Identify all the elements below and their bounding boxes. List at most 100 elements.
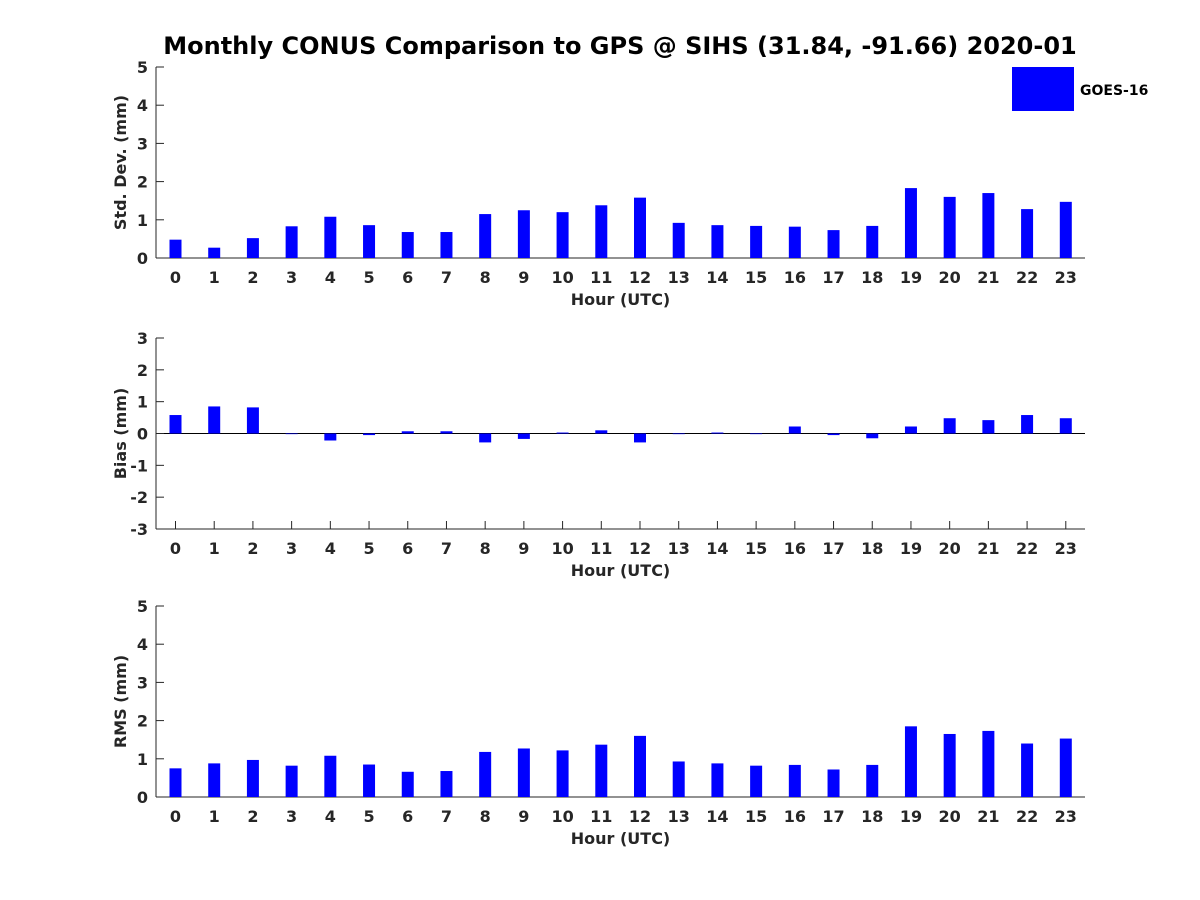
bias-x-tick-label: 10: [551, 539, 573, 558]
rms-y-axis-label: RMS (mm): [111, 655, 130, 748]
rms-x-tick-label: 5: [363, 807, 374, 826]
std-dev-bar-hour-1: [208, 247, 221, 258]
std-dev-x-tick-label: 16: [784, 268, 806, 287]
rms-bar-hour-3: [285, 765, 298, 797]
std-dev-x-tick-label: 8: [480, 268, 491, 287]
rms-x-tick-label: 14: [706, 807, 728, 826]
rms-x-tick-label: 12: [629, 807, 651, 826]
bias-bar-hour-7: [440, 431, 453, 434]
bias-x-tick-label: 7: [441, 539, 452, 558]
rms-y-tick-label: 2: [137, 712, 148, 731]
std-dev-x-tick-label: 7: [441, 268, 452, 287]
rms-x-tick-label: 21: [977, 807, 999, 826]
std-dev-x-tick-label: 23: [1055, 268, 1077, 287]
rms-bar-hour-22: [1021, 743, 1034, 797]
rms-x-tick-label: 19: [900, 807, 922, 826]
std-dev-bar-hour-8: [479, 214, 492, 258]
bias-x-tick-label: 20: [939, 539, 961, 558]
bias-bar-hour-21: [982, 420, 995, 434]
std-dev-bar-hour-15: [750, 225, 763, 258]
std-dev-bar-hour-19: [904, 188, 917, 258]
rms-bar-hour-16: [788, 764, 801, 797]
std-dev-bar-hour-23: [1059, 201, 1072, 258]
bias-y-tick-label: 2: [137, 361, 148, 380]
std-dev-x-tick-label: 2: [247, 268, 258, 287]
bias-x-tick-label: 17: [822, 539, 844, 558]
rms-x-tick-label: 13: [668, 807, 690, 826]
std-dev-x-tick-label: 22: [1016, 268, 1038, 287]
std-dev-x-tick-label: 15: [745, 268, 767, 287]
std-dev-bar-hour-22: [1021, 209, 1034, 258]
bias-y-tick-label: -3: [130, 520, 148, 539]
rms-x-axis-label: Hour (UTC): [571, 829, 671, 848]
rms-x-tick-label: 2: [247, 807, 258, 826]
std-dev-x-tick-label: 20: [939, 268, 961, 287]
rms-bar-hour-17: [827, 769, 840, 797]
std-dev-y-tick-label: 4: [137, 96, 148, 115]
std-dev-bar-hour-2: [246, 238, 259, 258]
rms-y-tick-label: 0: [137, 788, 148, 807]
rms-bar-hour-18: [866, 764, 879, 797]
bias-bar-hour-13: [672, 433, 685, 435]
rms-x-tick-label: 1: [209, 807, 220, 826]
rms-bar-hour-0: [169, 768, 182, 797]
std-dev-bar-hour-6: [401, 232, 414, 258]
rms-bar-hour-15: [750, 765, 763, 797]
legend: GOES-16: [1012, 67, 1148, 111]
rms-bar-hour-10: [556, 750, 569, 797]
rms-bar-hour-19: [904, 726, 917, 797]
bias-x-tick-label: 19: [900, 539, 922, 558]
bias-x-tick-label: 6: [402, 539, 413, 558]
bias-bar-hour-10: [556, 432, 569, 434]
bias-bar-hour-23: [1059, 418, 1072, 434]
bias-x-tick-label: 23: [1055, 539, 1077, 558]
std-dev-x-tick-label: 9: [518, 268, 529, 287]
rms-x-tick-label: 9: [518, 807, 529, 826]
bias-bar-hour-11: [595, 430, 608, 434]
bias-x-tick-label: 16: [784, 539, 806, 558]
rms-x-tick-label: 6: [402, 807, 413, 826]
rms-bar-hour-9: [517, 748, 530, 797]
rms-y-tick-label: 4: [137, 635, 148, 654]
bias-x-tick-label: 8: [480, 539, 491, 558]
rms-x-tick-label: 17: [822, 807, 844, 826]
std-dev-bar-hour-10: [556, 212, 569, 258]
bias-x-tick-label: 11: [590, 539, 612, 558]
std-dev-bar-hour-5: [363, 225, 376, 258]
rms-bar-hour-8: [479, 751, 492, 797]
std-dev-y-tick-label: 3: [137, 134, 148, 153]
rms-x-tick-label: 4: [325, 807, 336, 826]
bias-x-tick-label: 9: [518, 539, 529, 558]
std-dev-x-axis-label: Hour (UTC): [571, 290, 671, 309]
rms-bar-hour-12: [634, 735, 646, 797]
bias-x-tick-label: 2: [247, 539, 258, 558]
std-dev-bar-hour-11: [595, 205, 608, 258]
bias-bar-hour-8: [479, 433, 492, 443]
bias-x-tick-label: 13: [668, 539, 690, 558]
bias-bar-hour-2: [246, 407, 259, 434]
std-dev-y-tick-label: 1: [137, 211, 148, 230]
std-dev-bar-hour-14: [711, 225, 724, 258]
legend-swatch: [1012, 67, 1074, 111]
std-dev-x-tick-label: 18: [861, 268, 883, 287]
bias-bar-hour-15: [750, 433, 763, 435]
bias-x-tick-label: 22: [1016, 539, 1038, 558]
std-dev-bar-hour-13: [672, 222, 685, 258]
rms-bar-hour-21: [982, 730, 995, 797]
std-dev-x-tick-label: 21: [977, 268, 999, 287]
std-dev-bar-hour-12: [634, 197, 646, 258]
std-dev-y-axis-label: Std. Dev. (mm): [111, 95, 130, 230]
std-dev-bar-hour-9: [517, 210, 530, 258]
rms-bar-hour-11: [595, 744, 608, 797]
bias-y-tick-label: -2: [130, 488, 148, 507]
legend-label: GOES-16: [1080, 83, 1148, 99]
bias-x-tick-label: 5: [363, 539, 374, 558]
std-dev-x-tick-label: 5: [363, 268, 374, 287]
std-dev-x-tick-label: 4: [325, 268, 336, 287]
std-dev-x-tick-label: 6: [402, 268, 413, 287]
bias-bar-hour-5: [363, 433, 376, 436]
bias-bar-hour-0: [169, 415, 182, 434]
rms-x-tick-label: 22: [1016, 807, 1038, 826]
std-dev-x-tick-label: 11: [590, 268, 612, 287]
bias-x-tick-label: 3: [286, 539, 297, 558]
